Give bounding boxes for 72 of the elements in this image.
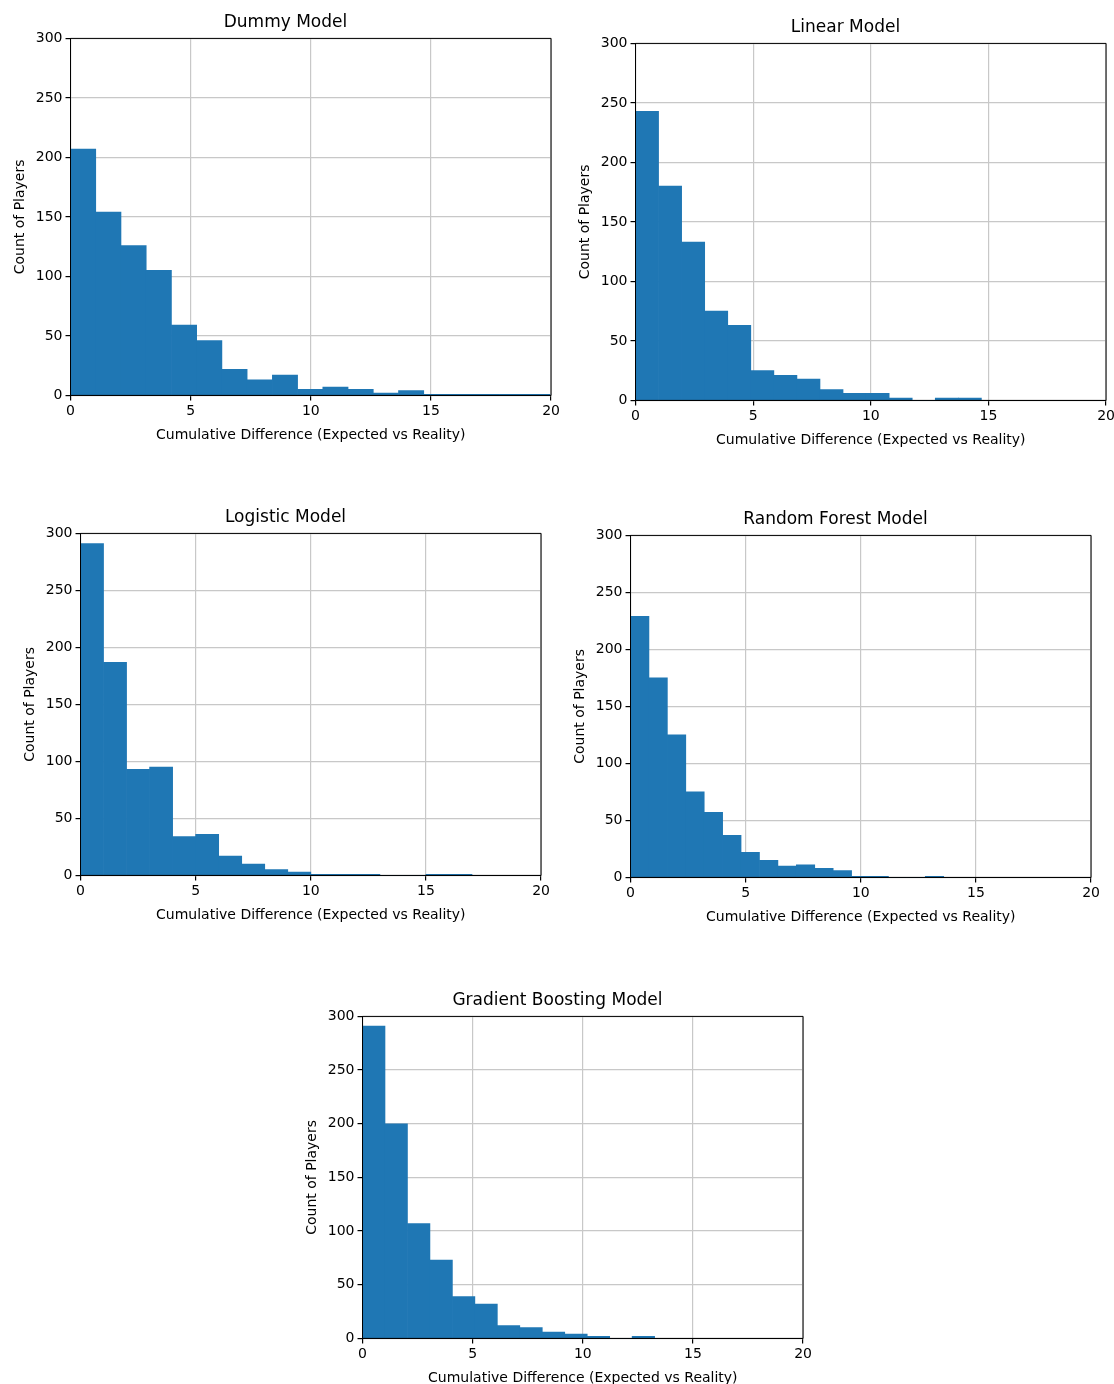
x-tick-label: 10 bbox=[301, 402, 320, 419]
y-axis-title: Count of Players bbox=[303, 1119, 320, 1235]
y-tick-label: 250 bbox=[595, 583, 623, 600]
y-tick-label: 0 bbox=[613, 868, 623, 885]
y-tick-label: 300 bbox=[35, 29, 63, 46]
y-tick-label: 250 bbox=[45, 581, 73, 598]
y-tick-label: 250 bbox=[35, 88, 63, 105]
y-tick-label: 300 bbox=[600, 34, 628, 51]
x-axis-title: Cumulative Difference (Expected vs Reality) bbox=[156, 426, 466, 443]
x-tick-label: 0 bbox=[358, 1345, 367, 1362]
y-tick-label: 50 bbox=[336, 1275, 355, 1292]
y-tick-label: 100 bbox=[595, 754, 623, 771]
x-tick-label: 20 bbox=[542, 402, 561, 419]
y-tick-label: 50 bbox=[604, 811, 623, 828]
y-tick-label: 250 bbox=[327, 1060, 355, 1077]
y-tick-label: 0 bbox=[618, 391, 628, 408]
y-axis-title: Count of Players bbox=[11, 159, 28, 275]
x-tick-label: 10 bbox=[851, 884, 870, 901]
y-tick-label: 200 bbox=[327, 1114, 355, 1131]
chart-title: Dummy Model bbox=[223, 10, 348, 31]
y-tick-label: 150 bbox=[35, 207, 63, 224]
y-tick-label: 150 bbox=[45, 695, 73, 712]
y-tick-label: 150 bbox=[595, 697, 623, 714]
x-tick-label: 20 bbox=[1097, 407, 1114, 424]
x-tick-label: 20 bbox=[532, 882, 551, 899]
x-axis-title: Cumulative Difference (Expected vs Reality) bbox=[716, 431, 1026, 448]
x-tick-label: 15 bbox=[422, 402, 440, 419]
y-tick-label: 100 bbox=[35, 267, 63, 284]
y-tick-label: 300 bbox=[45, 524, 73, 541]
chart-title: Linear Model bbox=[790, 15, 901, 36]
y-tick-label: 150 bbox=[327, 1168, 355, 1185]
y-tick-label: 300 bbox=[327, 1007, 355, 1024]
x-tick-label: 15 bbox=[417, 882, 435, 899]
y-tick-label: 50 bbox=[54, 809, 73, 826]
y-tick-label: 100 bbox=[45, 752, 73, 769]
y-tick-label: 200 bbox=[595, 640, 623, 657]
y-tick-label: 150 bbox=[600, 212, 628, 229]
x-tick-label: 15 bbox=[967, 884, 985, 901]
y-axis-title: Count of Players bbox=[21, 646, 38, 762]
y-tick-label: 50 bbox=[609, 331, 628, 348]
x-tick-label: 5 bbox=[741, 884, 751, 901]
x-tick-label: 10 bbox=[573, 1345, 592, 1362]
x-tick-label: 20 bbox=[1082, 884, 1101, 901]
x-tick-label: 15 bbox=[684, 1345, 702, 1362]
x-tick-label: 0 bbox=[631, 407, 640, 424]
y-tick-label: 0 bbox=[53, 386, 63, 403]
x-axis-title: Cumulative Difference (Expected vs Reality) bbox=[156, 906, 466, 923]
x-tick-label: 10 bbox=[861, 407, 880, 424]
x-tick-label: 5 bbox=[186, 402, 196, 419]
x-tick-label: 0 bbox=[76, 882, 85, 899]
x-tick-label: 5 bbox=[191, 882, 201, 899]
y-tick-label: 0 bbox=[63, 866, 73, 883]
x-tick-label: 5 bbox=[468, 1345, 478, 1362]
chart-title: Random Forest Model bbox=[743, 507, 928, 528]
y-tick-label: 300 bbox=[595, 526, 623, 543]
y-axis-title: Count of Players bbox=[576, 164, 593, 280]
y-axis-title: Count of Players bbox=[571, 648, 588, 764]
y-tick-label: 50 bbox=[44, 326, 63, 343]
y-tick-label: 100 bbox=[327, 1221, 355, 1238]
x-tick-label: 15 bbox=[979, 407, 998, 424]
y-tick-label: 200 bbox=[45, 638, 73, 655]
x-tick-label: 5 bbox=[748, 407, 758, 424]
x-tick-label: 20 bbox=[794, 1345, 813, 1362]
y-tick-label: 0 bbox=[345, 1329, 355, 1346]
chart-title: Logistic Model bbox=[224, 505, 347, 526]
y-tick-label: 250 bbox=[600, 93, 628, 110]
y-tick-label: 200 bbox=[600, 153, 628, 170]
x-tick-label: 10 bbox=[301, 882, 320, 899]
y-tick-label: 200 bbox=[35, 148, 63, 165]
chart-title: Gradient Boosting Model bbox=[452, 988, 663, 1009]
x-axis-title: Cumulative Difference (Expected vs Reality) bbox=[706, 908, 1016, 925]
y-tick-label: 100 bbox=[600, 272, 628, 289]
